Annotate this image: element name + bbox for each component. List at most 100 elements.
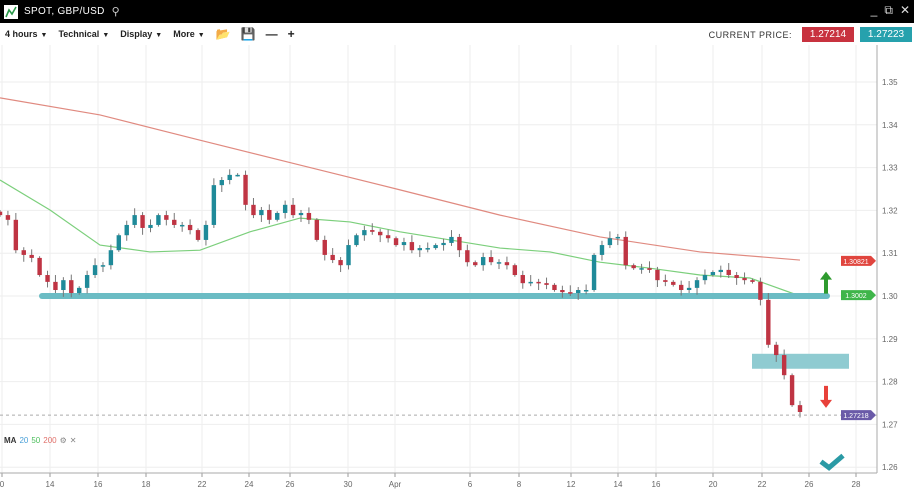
candle-body [694,280,700,288]
y-tick-label: 1.28 [882,378,898,387]
candle-body [591,254,597,291]
candle-body [655,269,660,281]
candle-body [148,224,153,228]
close-icon[interactable]: ✕ [899,3,910,17]
candle-body [195,230,201,240]
ma200-price-label-tag [841,255,876,266]
interval-label: 4 hours [5,29,38,39]
candle-body [726,269,731,276]
candle-body [227,174,232,181]
candle-body [718,269,723,273]
y-tick-label: 1.30 [882,292,898,301]
candle-body [552,284,557,291]
y-tick-label: 1.34 [882,121,898,130]
candle-body [465,250,470,263]
chevron-down-icon: ▼ [155,32,163,39]
candle-body [77,287,82,294]
support-price-label-tag [841,290,876,301]
x-tick-label: 26 [286,480,295,489]
candle-body [393,238,399,246]
candle-body [69,280,74,294]
candle-body [671,281,676,285]
candle-body [496,262,502,264]
candle-body [457,236,462,251]
legend-ma-label: MA [4,436,17,445]
candle-body [742,278,747,281]
bid-price-button[interactable]: 1.27214 [802,27,854,42]
candle-body [750,280,755,282]
interval-dropdown[interactable]: 4 hours ▼ [5,29,47,39]
y-tick-label: 1.33 [882,164,898,173]
candle-body [282,204,288,213]
candle-body [789,375,795,406]
candle-body [544,283,549,285]
candle-body [219,180,224,186]
candle-body [710,272,716,276]
price-chart[interactable]: 1.35 1.34 1.33 1.32 1.31 1.30 1.29 1.28 1.27 1.26… [0,45,914,494]
popout-icon[interactable]: ⧉ [884,3,893,17]
candle-body [449,236,454,243]
y-tick-label: 1.26 [882,463,898,472]
last-price-label-tag [841,410,876,421]
candle-body [520,275,525,284]
candle-body [203,224,209,240]
candle-body [5,215,11,220]
candle-body [164,215,169,220]
candle-body [576,290,581,294]
x-tick-label: 14 [46,480,55,489]
chevron-down-icon: ▼ [40,32,48,39]
resistance-zone [752,353,849,369]
settings-gear-icon[interactable]: ⚙ [59,436,67,445]
remove-indicator-icon[interactable]: ✕ [69,436,77,445]
candle-body [84,275,90,288]
technical-dropdown[interactable]: Technical ▼ [58,29,109,39]
save-icon[interactable]: 💾 [240,27,256,41]
minimize-icon[interactable]: _ [870,3,878,17]
candle-body [504,262,510,266]
y-tick-label: 1.32 [882,206,898,215]
ask-price-button[interactable]: 1.27223 [860,27,912,42]
chart-logo-icon [4,4,18,19]
zoom-out-icon[interactable]: — [265,27,278,41]
candle-body [568,292,573,294]
candle-body [132,215,137,225]
ma50-line [0,179,801,297]
candle-body [377,231,383,236]
y-tick-label: 1.27 [882,420,898,429]
candle-body [702,275,708,281]
candle-body [306,212,312,220]
candle-body [599,245,605,255]
candle-body [480,257,486,266]
candle-body [639,268,644,270]
candle-body [536,281,541,284]
candle-body [441,242,446,246]
window-title: SPOT, GBP/USD [24,6,105,17]
candle-body [124,224,129,236]
candle-body [37,257,42,276]
candle-body [211,185,217,225]
display-dropdown[interactable]: Display ▼ [120,29,162,39]
x-tick-label: 20 [709,480,718,489]
ma200-price-label: 1.30821 [843,259,868,266]
checkmark-icon [819,453,845,471]
x-tick-label: 0 [0,480,5,489]
candle-body [259,209,264,216]
candle-body [417,248,423,251]
candle-body [425,248,430,250]
title-bar: SPOT, GBP/USD ⚲ _ ⧉ ✕ [0,0,914,23]
more-dropdown[interactable]: More ▼ [173,29,204,39]
candle-body [362,230,367,236]
open-folder-icon[interactable]: 📂 [215,27,231,41]
x-tick-label: 26 [805,480,814,489]
candle-body [267,209,272,220]
candle-body [21,250,26,255]
down-arrow-icon [820,385,832,408]
candle-body [172,219,177,225]
candle-body [774,344,779,356]
candle-body [409,242,415,251]
search-icon[interactable]: ⚲ [111,6,120,18]
candle-body [235,174,240,177]
up-arrow-icon [820,271,832,294]
last-price-label: 1.27218 [843,413,868,420]
zoom-in-icon[interactable]: + [287,27,295,41]
